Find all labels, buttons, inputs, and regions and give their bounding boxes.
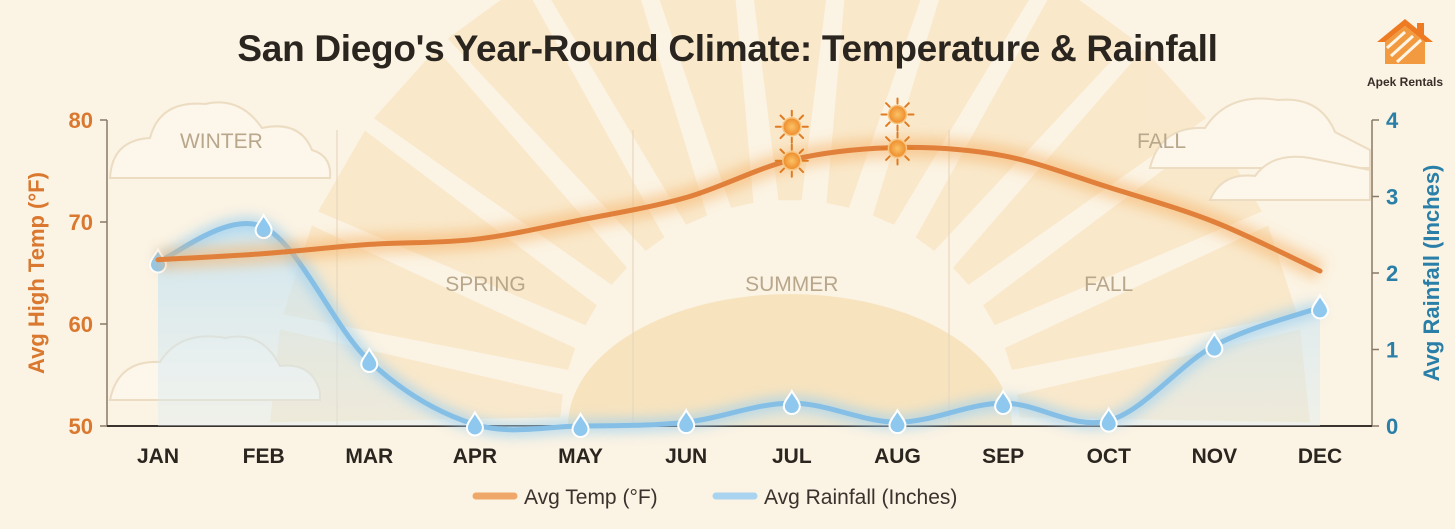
x-tick-label: JUL <box>772 445 812 468</box>
left-tick-label: 80 <box>69 108 93 133</box>
sun-ray <box>283 225 576 370</box>
right-axis-label: Avg Rainfall (Inches) <box>1419 165 1444 382</box>
x-tick-label: DEC <box>1298 445 1342 468</box>
x-tick-label: MAR <box>345 445 393 468</box>
sun-ray <box>1004 225 1297 370</box>
sun-ray <box>754 0 826 201</box>
rainfall-point <box>888 407 907 435</box>
sun-ray <box>659 0 754 208</box>
brand-name: Apek Rentals <box>1366 75 1444 89</box>
rainfall-point <box>1205 331 1224 358</box>
rainfall-line <box>155 220 1323 433</box>
temperature-series <box>155 137 1325 281</box>
rainfall-point <box>254 212 273 240</box>
sun-ray <box>318 130 597 326</box>
x-axis-ticks: JAN FEB MAR APR MAY JUN JUL AUG SEP OCT NOV DEC <box>137 445 1342 468</box>
season-label: FALL <box>1137 130 1186 153</box>
left-axis-label: Avg High Temp (°F) <box>24 172 49 374</box>
x-tick-label: JAN <box>137 445 179 468</box>
rainfall-point <box>677 407 696 435</box>
x-tick-label: OCT <box>1087 445 1132 468</box>
season-label: SPRING <box>445 273 526 296</box>
rainfall-point <box>465 410 484 437</box>
x-tick-label: NOV <box>1192 445 1238 468</box>
legend: Avg Temp (°F) Avg Rainfall (Inches) <box>472 486 957 509</box>
sun-ray <box>447 0 665 251</box>
rainfall-point <box>571 411 590 438</box>
sun-ray <box>915 0 1133 251</box>
x-tick-label: SEP <box>982 445 1024 468</box>
legend-temp-label: Avg Temp (°F) <box>524 486 658 509</box>
left-tick-label: 50 <box>69 414 93 439</box>
background-sun-illustration <box>270 0 1310 426</box>
right-axis-ticks: 0 1 2 3 4 <box>1372 108 1399 439</box>
x-tick-label: AUG <box>874 445 921 468</box>
sun-icon <box>880 131 915 166</box>
left-tick-label: 70 <box>69 210 93 235</box>
sun-icon <box>774 143 809 178</box>
temperature-line <box>155 144 1323 274</box>
right-tick-label: 0 <box>1386 414 1398 439</box>
sun-ray <box>551 0 708 225</box>
brand-logo: Apek Rentals <box>1360 16 1450 89</box>
season-label: SUMMER <box>745 273 838 296</box>
left-tick-label: 60 <box>69 312 93 337</box>
rainfall-point <box>782 388 801 415</box>
sun-markers <box>774 97 915 178</box>
rainfall-point <box>1099 406 1118 433</box>
x-tick-label: APR <box>453 445 497 468</box>
house-roof-icon <box>1377 19 1433 64</box>
legend-rain-label: Avg Rainfall (Inches) <box>764 486 957 509</box>
rainfall-point <box>360 346 379 373</box>
sun-ray <box>872 0 1029 225</box>
right-tick-label: 2 <box>1386 261 1398 286</box>
x-tick-label: FEB <box>243 445 285 468</box>
sun-ray <box>983 130 1262 326</box>
season-label: FALL <box>1084 273 1133 296</box>
sun-icon <box>774 109 809 144</box>
season-labels: WINTER SPRING SUMMER FALL FALL <box>180 130 1186 296</box>
left-axis-ticks: 50 60 70 80 <box>69 108 107 439</box>
x-tick-label: JUN <box>665 445 707 468</box>
chart-title: San Diego's Year-Round Climate: Temperat… <box>237 28 1218 69</box>
sun-ray <box>953 48 1207 285</box>
rainfall-point <box>1310 293 1330 320</box>
x-tick-label: MAY <box>558 445 603 468</box>
right-tick-label: 3 <box>1386 185 1398 210</box>
right-tick-label: 4 <box>1386 108 1399 133</box>
season-label: WINTER <box>180 130 263 153</box>
rainfall-point <box>994 388 1013 415</box>
sun-icon <box>880 97 915 132</box>
right-tick-label: 1 <box>1386 338 1398 363</box>
